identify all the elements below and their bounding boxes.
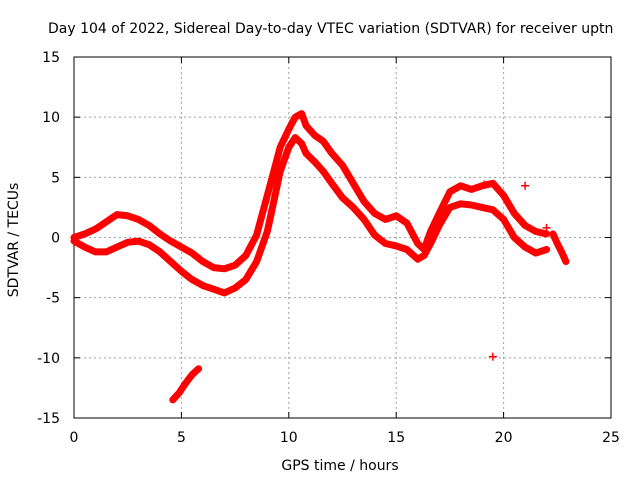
y-tick-label: -5 xyxy=(46,291,60,307)
data-point xyxy=(480,180,489,189)
data-series-line xyxy=(70,134,551,297)
data-point xyxy=(542,223,551,232)
chart-title: Day 104 of 2022, Sidereal Day-to-day VTE… xyxy=(48,21,613,37)
y-tick-label: 10 xyxy=(42,110,60,126)
data-point xyxy=(488,352,497,361)
x-tick-label: 20 xyxy=(495,430,513,446)
y-tick-label: 5 xyxy=(51,170,60,186)
x-tick-label: 10 xyxy=(280,430,298,446)
x-tick-labels: 0 5 10 15 20 25 xyxy=(70,430,620,446)
data-points xyxy=(70,110,570,404)
x-tick-label: 0 xyxy=(70,430,79,446)
tick-marks xyxy=(73,56,612,419)
x-tick-label: 25 xyxy=(602,430,620,446)
y-tick-label: -10 xyxy=(37,351,60,367)
data-series-line xyxy=(169,365,203,404)
y-tick-label: -15 xyxy=(37,411,60,427)
y-tick-label: 15 xyxy=(42,50,60,66)
x-tick-label: 15 xyxy=(387,430,405,446)
data-series-line xyxy=(70,110,551,273)
data-series-line xyxy=(549,230,570,266)
x-tick-label: 5 xyxy=(177,430,186,446)
grid-lines xyxy=(74,57,611,418)
y-tick-labels: -15 -10 -5 0 5 10 15 xyxy=(37,50,60,427)
y-axis-label: SDTVAR / TECUs xyxy=(6,183,22,298)
y-tick-label: 0 xyxy=(51,231,60,247)
x-axis-label: GPS time / hours xyxy=(281,458,398,474)
data-point xyxy=(521,181,530,190)
